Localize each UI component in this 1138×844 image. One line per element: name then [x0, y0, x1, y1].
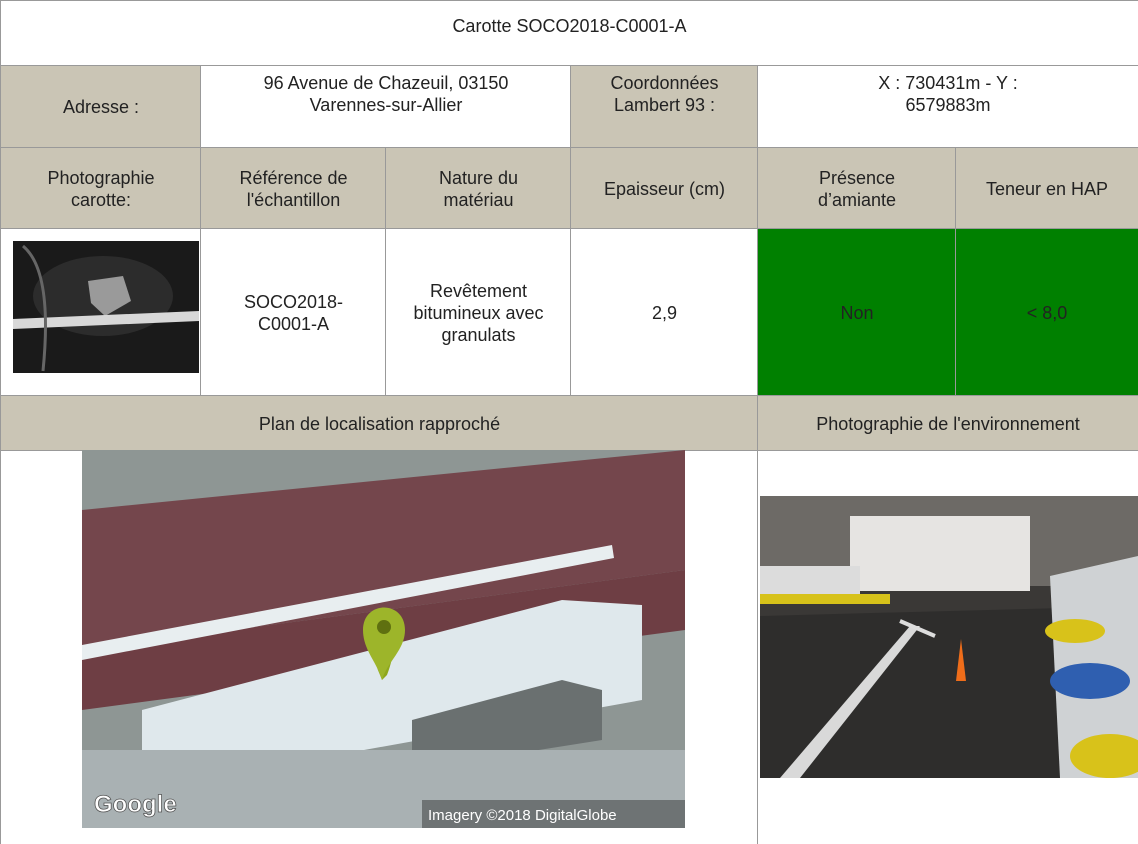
- data-cell: Revêtement bitumineux avec granulats: [385, 228, 571, 396]
- address-label: Adresse :: [62, 97, 140, 117]
- coords-label-cell: Coordonnées Lambert 93 :: [570, 65, 758, 148]
- section-cell: Plan de localisation rapproché: [0, 395, 758, 451]
- header-cell: Présence d’amiante: [757, 147, 956, 229]
- header-cell: Référence de l'échantillon: [200, 147, 386, 229]
- core-photo-cell: [0, 228, 201, 396]
- core-photo: [13, 241, 199, 373]
- header-cell-text: Nature du matériau: [438, 167, 519, 210]
- coords-value: X : 730431m - Y : 6579883m: [878, 73, 1018, 115]
- environment-photo: [760, 496, 1138, 778]
- title: Carotte SOCO2018-C0001-A: [452, 16, 687, 36]
- header-cell-text: Teneur en HAP: [985, 178, 1109, 199]
- address-label-cell: Adresse :: [0, 65, 201, 148]
- map-credit: Imagery ©2018 DigitalGlobe: [428, 807, 617, 824]
- header-cell-text: Photographie carotte:: [47, 167, 155, 210]
- map-image: Google Imagery ©2018 DigitalGlobe: [82, 450, 685, 828]
- header-cell-text: Référence de l'échantillon: [239, 167, 348, 210]
- header-cell: Teneur en HAP: [955, 147, 1138, 229]
- data-cell-text: Non: [840, 302, 874, 323]
- data-cell: SOCO2018-C0001-A: [200, 228, 386, 396]
- data-cell-text: < 8,0: [1026, 302, 1068, 323]
- data-cell: < 8,0: [955, 228, 1138, 396]
- data-cell-text: Revêtement bitumineux avec granulats: [413, 280, 544, 345]
- title-cell: Carotte SOCO2018-C0001-A: [0, 0, 1138, 66]
- coords-value-cell: X : 730431m - Y : 6579883m: [757, 65, 1138, 148]
- header-cell-text: Epaisseur (cm): [603, 178, 726, 199]
- data-cell: 2,9: [570, 228, 758, 396]
- map-logo: Google: [94, 791, 177, 818]
- header-cell: Photographie carotte:: [0, 147, 201, 229]
- data-cell-text: 2,9: [651, 302, 678, 323]
- header-cell-text: Présence d’amiante: [817, 167, 897, 210]
- data-cell: Non: [757, 228, 956, 396]
- coords-label: Coordonnées Lambert 93 :: [610, 73, 719, 115]
- data-cell-text: SOCO2018-C0001-A: [243, 291, 344, 334]
- section-title: Plan de localisation rapproché: [258, 413, 501, 434]
- section-title: Photographie de l'environnement: [816, 413, 1080, 434]
- header-cell: Nature du matériau: [385, 147, 571, 229]
- header-cell: Epaisseur (cm): [570, 147, 758, 229]
- address-value-cell: 96 Avenue de Chazeuil, 03150 Varennes-su…: [200, 65, 571, 148]
- section-cell: Photographie de l'environnement: [757, 395, 1138, 451]
- address-value: 96 Avenue de Chazeuil, 03150 Varennes-su…: [263, 73, 509, 115]
